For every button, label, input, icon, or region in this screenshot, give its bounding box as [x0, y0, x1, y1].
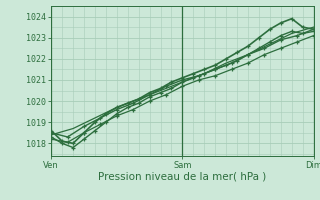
X-axis label: Pression niveau de la mer( hPa ): Pression niveau de la mer( hPa ) [98, 171, 267, 181]
